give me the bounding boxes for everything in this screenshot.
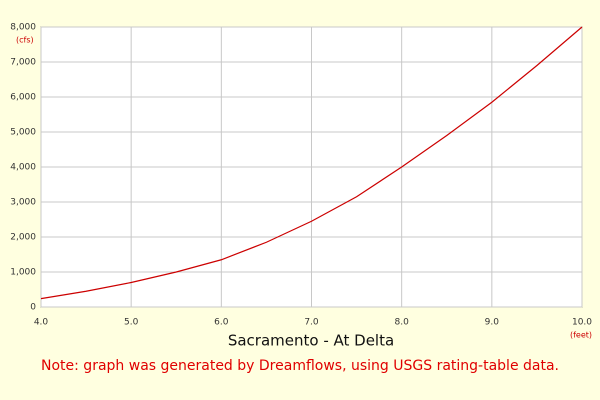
y-tick-label: 8,000 — [10, 23, 36, 33]
x-tick-label: 6.0 — [214, 318, 229, 328]
note: Note: graph was generated by Dreamflows,… — [41, 358, 559, 374]
y-tick-label: 5,000 — [10, 128, 36, 138]
y-tick-label: 6,000 — [10, 93, 36, 103]
y-tick-label: 0 — [30, 303, 36, 313]
y-tick-label: 7,000 — [10, 58, 36, 68]
chart-title: Sacramento - At Delta — [228, 332, 394, 350]
x-tick-label: 8.0 — [395, 318, 410, 328]
x-tick-label: 7.0 — [304, 318, 319, 328]
x-tick-label: 9.0 — [485, 318, 500, 328]
x-tick-label: 4.0 — [34, 318, 49, 328]
y-tick-label: 1,000 — [10, 268, 36, 278]
x-tick-label: 10.0 — [572, 318, 592, 328]
x-unit: (feet) — [570, 331, 592, 340]
y-tick-label: 2,000 — [10, 233, 36, 243]
data-line — [40, 26, 583, 300]
x-tick-label: 5.0 — [124, 318, 139, 328]
y-unit: (cfs) — [16, 36, 34, 45]
y-tick-label: 3,000 — [10, 198, 36, 208]
y-tick-label: 4,000 — [10, 163, 36, 173]
